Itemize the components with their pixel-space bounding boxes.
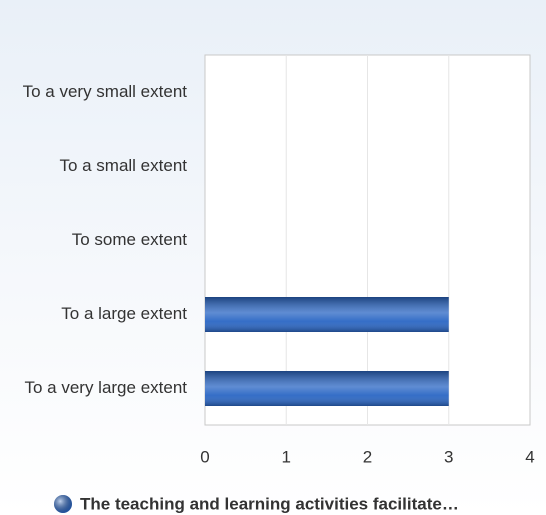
y-tick-label: To a small extent (59, 156, 187, 175)
legend-label: The teaching and learning activities fac… (80, 494, 459, 513)
y-tick-label: To a large extent (61, 304, 187, 323)
x-tick-label: 4 (525, 447, 534, 466)
y-tick-label: To some extent (71, 230, 187, 249)
x-tick-label: 0 (200, 447, 209, 466)
legend-marker-shine (54, 495, 72, 513)
x-tick-label: 2 (363, 447, 372, 466)
y-tick-label: To a very large extent (24, 378, 187, 397)
bar-shade (205, 297, 449, 332)
x-tick-label: 1 (282, 447, 291, 466)
bar-shade (205, 371, 449, 406)
y-tick-label: To a very small extent (22, 82, 187, 101)
x-tick-label: 3 (444, 447, 453, 466)
